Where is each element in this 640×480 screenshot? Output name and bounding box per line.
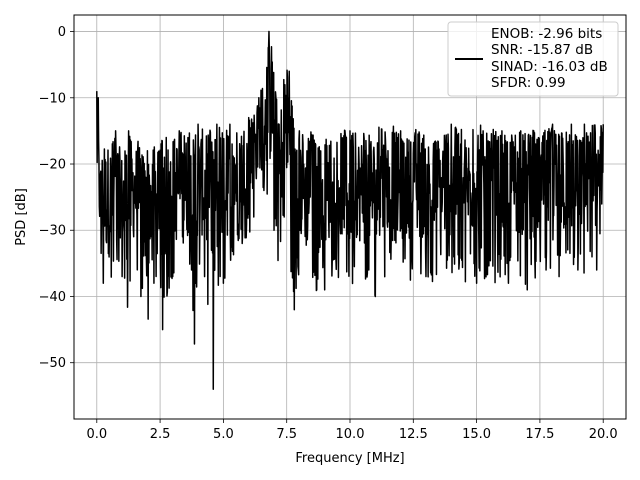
y-tick-label: −10 <box>39 91 66 106</box>
ticks: 0.0 2.5 5.0 7.5 10.0 12.5 15.0 17.5 20.0 0 −10 −20 −… <box>39 25 618 442</box>
x-axis-label: Frequency [MHz] <box>295 451 404 466</box>
legend-snr: SNR: -15.87 dB <box>491 42 593 58</box>
legend-box <box>447 21 619 97</box>
x-tick-label: 20.0 <box>589 427 618 442</box>
x-tick-label: 0.0 <box>86 427 107 442</box>
x-tick-label: 2.5 <box>150 427 171 442</box>
legend: ENOB: -2.96 bits SNR: -15.87 dB SINAD: -… <box>447 21 619 97</box>
y-tick-label: −30 <box>39 224 66 239</box>
x-tick-label: 5.0 <box>213 427 234 442</box>
x-tick-label: 7.5 <box>276 427 297 442</box>
x-tick-label: 15.0 <box>462 427 491 442</box>
x-tick-label: 10.0 <box>336 427 365 442</box>
psd-series-line <box>96 30 604 390</box>
y-tick-label: −50 <box>39 356 66 371</box>
plot-area <box>96 30 604 390</box>
x-tick-label: 17.5 <box>525 427 554 442</box>
legend-enob: ENOB: -2.96 bits <box>491 26 602 42</box>
legend-sinad: SINAD: -16.03 dB <box>491 59 608 75</box>
y-tick-label: −40 <box>39 290 66 305</box>
y-tick-label: 0 <box>58 25 66 40</box>
y-tick-label: −20 <box>39 158 66 173</box>
y-axis-label: PSD [dB] <box>14 188 29 246</box>
x-tick-label: 12.5 <box>399 427 428 442</box>
legend-sfdr: SFDR: 0.99 <box>491 75 566 91</box>
